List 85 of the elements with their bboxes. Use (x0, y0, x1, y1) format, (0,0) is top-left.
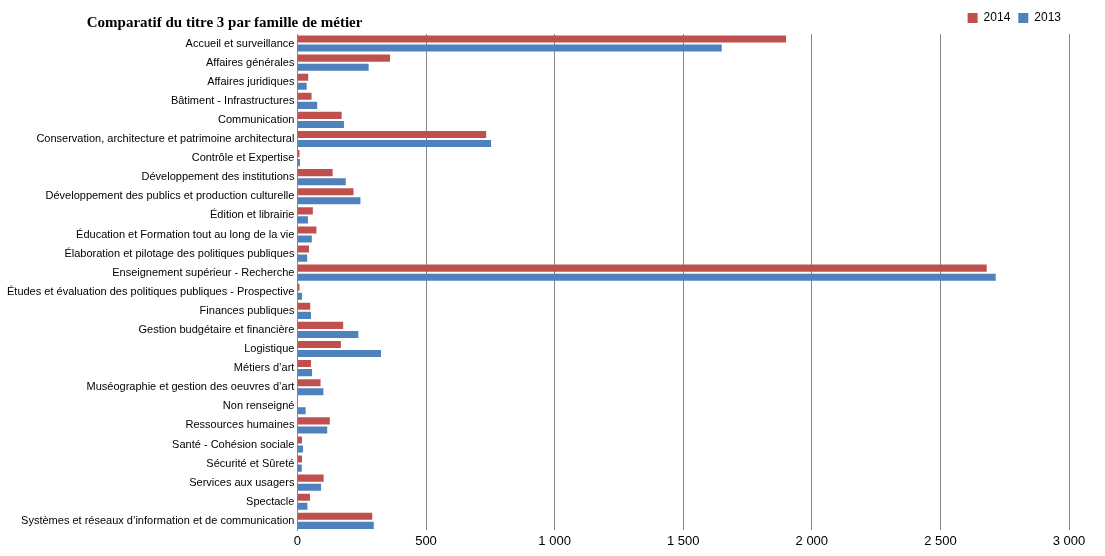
bar (297, 63, 369, 71)
bar (297, 120, 344, 128)
bar (297, 445, 304, 453)
y-tick-label: Accueil et surveillance (185, 36, 295, 49)
chart-title: Comparatif du titre 3 par famille de métier (86, 13, 363, 30)
x-tick-label: 2 000 (795, 532, 829, 548)
bar (297, 426, 328, 434)
bar (297, 388, 324, 396)
bar (297, 474, 324, 482)
y-tick-label: Métiers d’art (233, 361, 295, 374)
y-tick-label: Élaboration et pilotage des politiques publiques (64, 246, 295, 259)
bar (297, 235, 312, 243)
y-tick-label: Sécurité et Sûreté (206, 456, 295, 469)
x-tick-label: 2 500 (924, 532, 957, 548)
legend-label: 2013 (1034, 10, 1062, 25)
bar (297, 82, 307, 90)
bar (297, 407, 306, 415)
bar (297, 188, 354, 196)
y-tick-label: Spectacle (246, 494, 295, 507)
legend-label: 2014 (983, 10, 1011, 25)
y-tick-label: Contrôle et Expertise (191, 151, 295, 164)
bar (297, 159, 300, 167)
bar (297, 521, 374, 529)
bar (297, 311, 312, 319)
bar (297, 130, 487, 139)
x-tick-label: 500 (415, 532, 437, 548)
bar (297, 264, 987, 272)
bar (297, 197, 361, 205)
bar (297, 302, 311, 310)
y-tick-label: Muséographie et gestion des oeuvres d’art (86, 380, 295, 393)
y-tick-label: Gestion budgétaire et financière (138, 322, 295, 335)
bar (297, 464, 302, 472)
bar (297, 455, 303, 463)
y-tick-label: Santé - Cohésion sociale (172, 437, 295, 450)
x-tick-label: 1 000 (538, 532, 571, 548)
bar (297, 226, 317, 234)
bar (297, 169, 333, 177)
y-tick-label: Systèmes et réseaux d’information et de communication (21, 513, 295, 526)
bar (297, 111, 342, 119)
bar (297, 417, 330, 425)
y-tick-label: Communication (217, 112, 295, 125)
bar (297, 360, 312, 368)
y-tick-label: Études et évaluation des politiques publiques - Prospective (7, 284, 295, 297)
bar (297, 54, 390, 62)
bar (297, 483, 322, 491)
bar (297, 92, 312, 100)
bar (297, 254, 308, 262)
bar (297, 436, 303, 444)
bar (297, 273, 996, 281)
bar (297, 330, 359, 338)
y-tick-label: Affaires juridiques (207, 74, 295, 87)
y-tick-label: Développement des publics et production culturelle (45, 189, 295, 202)
y-tick-label: Logistique (244, 342, 295, 355)
y-tick-label: Affaires générales (205, 55, 295, 68)
y-tick-label: Développement des institutions (141, 170, 295, 183)
bar (297, 502, 308, 510)
y-tick-label: Non renseigné (222, 399, 295, 412)
x-tick-label: 1 500 (666, 532, 700, 548)
y-tick-label: Bâtiment - Infrastructures (170, 93, 295, 106)
bar (297, 73, 309, 81)
bar (297, 292, 303, 300)
bar (297, 44, 722, 52)
x-tick-label: 0 (293, 532, 302, 548)
y-tick-label: Ressources humaines (185, 418, 295, 431)
x-tick-label: 3 000 (1052, 532, 1086, 548)
y-tick-label: Conservation, architecture et patrimoine architectural (36, 132, 295, 145)
bar (297, 493, 311, 501)
y-tick-label: Éducation et Formation tout au long de la vie (76, 227, 295, 240)
y-tick-label: Finances publiques (199, 303, 295, 316)
bar (297, 216, 308, 224)
y-tick-label: Édition et librairie (210, 208, 295, 221)
y-tick-label: Services aux usagers (189, 475, 295, 488)
bar (297, 350, 381, 358)
bar (297, 369, 313, 377)
bar (297, 35, 787, 43)
bar (297, 178, 346, 186)
bar (297, 245, 309, 253)
bar (297, 379, 321, 387)
bar (297, 512, 373, 520)
bar (297, 101, 318, 109)
bar (297, 340, 341, 349)
y-tick-label: Enseignement supérieur - Recherche (112, 265, 295, 278)
bar (297, 321, 344, 329)
bar (297, 140, 492, 148)
bar (297, 207, 313, 215)
